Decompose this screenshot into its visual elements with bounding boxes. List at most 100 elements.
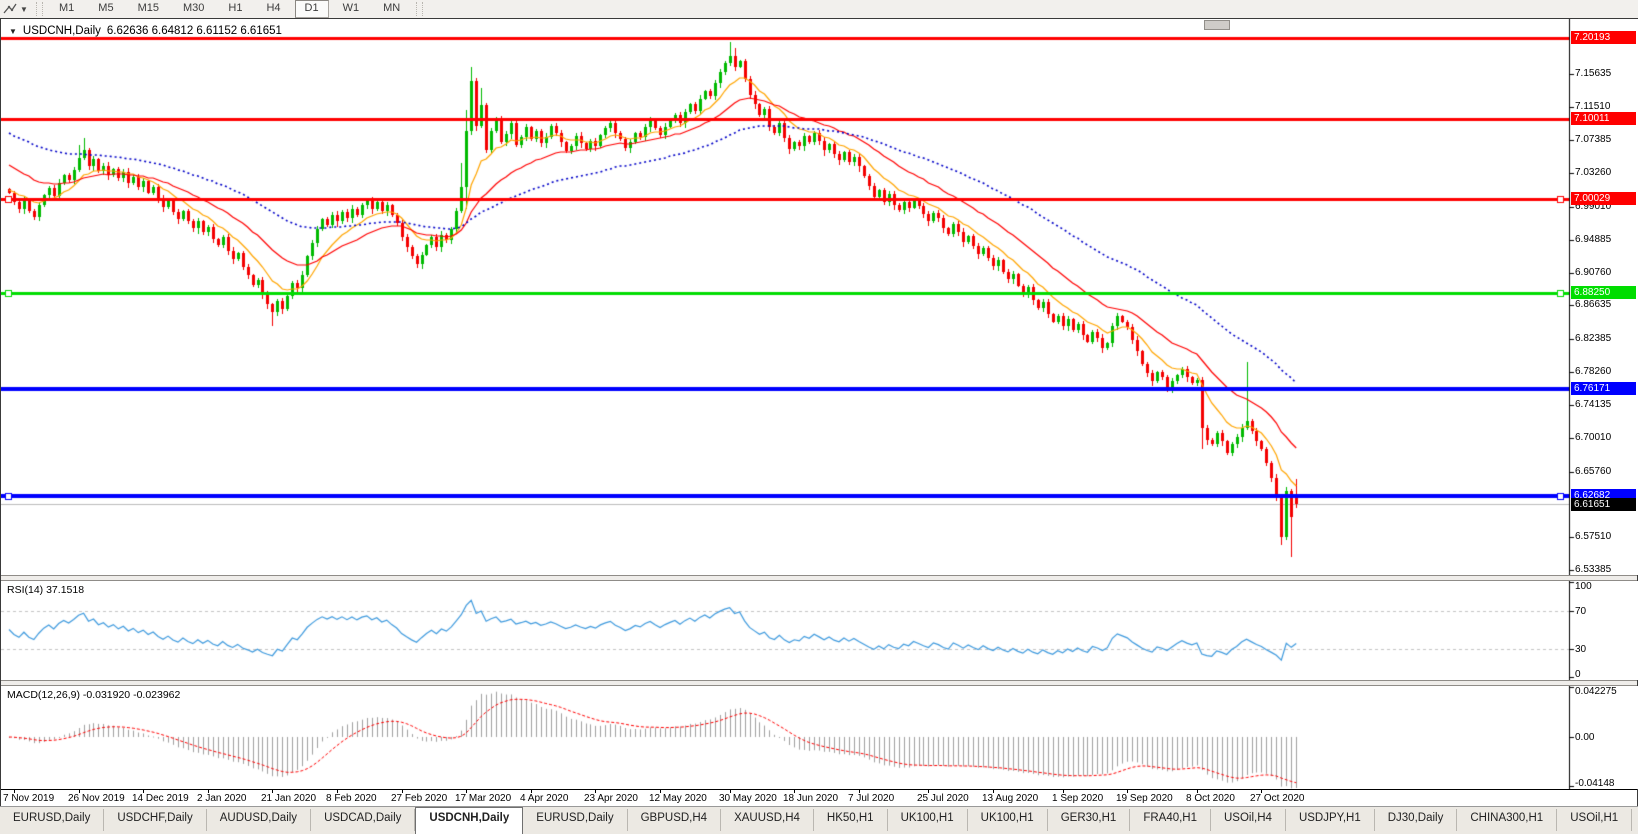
- date-label: 23 Apr 2020: [584, 793, 638, 804]
- timeframe-button-mn[interactable]: MN: [383, 2, 401, 14]
- price-tick-label: 6.94885: [1575, 234, 1612, 245]
- macd-axis[interactable]: 0.042275 0.00 -0.04148: [1571, 686, 1637, 789]
- chevron-down-icon[interactable]: ▼: [20, 4, 28, 14]
- time-tick-mark: [993, 790, 994, 793]
- price-level-badge: 6.76171: [1571, 382, 1636, 395]
- time-tick-mark: [1261, 790, 1262, 793]
- current-price-badge: 6.61651: [1571, 498, 1636, 511]
- timeframe-button-m1[interactable]: M1: [59, 2, 75, 14]
- rsi-tick-label: 0: [1575, 669, 1581, 680]
- timeframe-button-m15[interactable]: M15: [137, 2, 159, 14]
- price-level-badge: 7.00029: [1571, 192, 1636, 205]
- price-axis[interactable]: 7.15635 7.11510 7.07385 7.03260 6.99010 6.948…: [1571, 19, 1637, 575]
- rsi-label: RSI(14) 37.1518: [7, 584, 85, 596]
- price-tick-label: 7.03260: [1575, 167, 1612, 178]
- rsi-axis[interactable]: 100 70 30 0: [1571, 581, 1637, 680]
- chart-tab-ger30-h1[interactable]: GER30,H1: [1048, 809, 1131, 831]
- timeframe-button-d1[interactable]: D1: [294, 0, 329, 18]
- time-tick-mark: [402, 790, 403, 793]
- date-label: 14 Dec 2019: [132, 793, 189, 804]
- date-label: 25 Jul 2020: [917, 793, 969, 804]
- pane-separator[interactable]: [1, 680, 1637, 686]
- time-tick-mark: [208, 790, 209, 793]
- chart-tab-usdcad-daily[interactable]: USDCAD,Daily: [311, 809, 416, 831]
- price-tick-label: 6.53385: [1575, 564, 1612, 575]
- time-tick-mark: [466, 790, 467, 793]
- timeframe-button-h1[interactable]: H1: [228, 2, 243, 14]
- date-label: 27 Oct 2020: [1250, 793, 1305, 804]
- tab-scroll-arrows: ◂▸: [1632, 807, 1638, 825]
- macd-label: MACD(12,26,9) -0.031920 -0.023962: [7, 689, 181, 701]
- price-tick-label: 6.74135: [1575, 399, 1612, 410]
- date-label: 4 Apr 2020: [520, 793, 569, 804]
- chart-title[interactable]: ▼ USDCNH,Daily 6.62636 6.64812 6.61152 6…: [9, 25, 282, 37]
- chart-tab-usoil-h4[interactable]: USOil,H4: [1211, 809, 1286, 831]
- toolbar-grip: [416, 2, 424, 16]
- macd-canvas[interactable]: [1, 686, 1638, 789]
- price-tick-label: 7.15635: [1575, 68, 1612, 79]
- rsi-tick-label: 100: [1575, 581, 1592, 592]
- macd-tick-label: 0.00: [1575, 731, 1595, 743]
- time-tick-mark: [794, 790, 795, 793]
- price-level-badge: 7.20193: [1571, 31, 1636, 44]
- date-label: 7 Jul 2020: [848, 793, 895, 804]
- date-label: 19 Sep 2020: [1116, 793, 1173, 804]
- time-tick-mark: [595, 790, 596, 793]
- date-label: 8 Feb 2020: [326, 793, 377, 804]
- chart-window: ▼ USDCNH,Daily 6.62636 6.64812 6.61152 6…: [0, 18, 1638, 808]
- chart-tab-gbpusd-h4[interactable]: GBPUSD,H4: [628, 809, 722, 831]
- pane-separator[interactable]: [1, 575, 1637, 581]
- price-tick-label: 7.07385: [1575, 134, 1612, 145]
- chart-tab-dj30-daily[interactable]: DJ30,Daily: [1375, 809, 1458, 831]
- time-tick-mark: [1197, 790, 1198, 793]
- chart-tab-usoil-h1[interactable]: USOil,H1: [1557, 809, 1633, 831]
- chart-tab-uk100-h1[interactable]: UK100,H1: [888, 809, 968, 831]
- date-label: 7 Nov 2019: [3, 793, 55, 804]
- time-tick-mark: [928, 790, 929, 793]
- price-tick-label: 6.57510: [1575, 531, 1612, 542]
- time-tick-mark: [531, 790, 532, 793]
- chart-tab-eurusd-daily[interactable]: EURUSD,Daily: [523, 809, 628, 831]
- timeframe-button-m30[interactable]: M30: [182, 2, 205, 14]
- date-label: 30 May 2020: [719, 793, 777, 804]
- timeframe-button-h4[interactable]: H4: [266, 2, 281, 14]
- macd-tick-label: 0.042275: [1575, 686, 1617, 697]
- time-tick-mark: [337, 790, 338, 793]
- price-tick-label: 7.11510: [1575, 101, 1611, 112]
- chart-tab-eurusd-daily[interactable]: EURUSD,Daily: [0, 809, 105, 831]
- time-tick-mark: [1127, 790, 1128, 793]
- chart-tab-uk100-h1[interactable]: UK100,H1: [968, 809, 1048, 831]
- chart-tab-fra40-h1[interactable]: FRA40,H1: [1130, 809, 1211, 831]
- price-tick-label: 6.99010: [1575, 201, 1612, 212]
- timeframe-button-w1[interactable]: W1: [342, 2, 360, 14]
- price-chart-canvas[interactable]: [1, 19, 1638, 575]
- chart-tab-audusd-daily[interactable]: AUDUSD,Daily: [207, 809, 312, 831]
- time-tick-mark: [859, 790, 860, 793]
- timeframe-buttons: M1 M5 M15 M30 H1 H4 D1 W1 MN: [47, 0, 412, 18]
- price-tick-label: 6.90760: [1575, 267, 1612, 278]
- rsi-canvas[interactable]: [1, 581, 1638, 680]
- date-label: 1 Sep 2020: [1052, 793, 1104, 804]
- date-label: 8 Oct 2020: [1186, 793, 1235, 804]
- timeframe-button-m5[interactable]: M5: [98, 2, 114, 14]
- chart-tab-usdjpy-h1[interactable]: USDJPY,H1: [1286, 809, 1375, 831]
- collapse-triangle-icon[interactable]: ▼: [9, 27, 17, 36]
- date-label: 26 Nov 2019: [68, 793, 125, 804]
- price-pane: ▼ USDCNH,Daily 6.62636 6.64812 6.61152 6…: [1, 19, 1638, 575]
- date-label: 17 Mar 2020: [455, 793, 512, 804]
- chart-hscroll-thumb[interactable]: [1204, 20, 1230, 30]
- chart-tab-usdchf-daily[interactable]: USDCHF,Daily: [104, 809, 207, 831]
- macd-pane: MACD(12,26,9) -0.031920 -0.023962 0.0422…: [1, 686, 1638, 789]
- chart-tab-usdcnh-daily[interactable]: USDCNH,Daily: [415, 807, 524, 834]
- price-tick-label: 6.78260: [1575, 366, 1612, 377]
- chart-line-tool-icon[interactable]: [0, 1, 20, 17]
- time-axis[interactable]: 7 Nov 2019 26 Nov 2019 14 Dec 2019 2 Jan 20…: [1, 789, 1637, 808]
- price-level-badge: 7.10011: [1571, 112, 1636, 125]
- chart-tab-xauusd-h4[interactable]: XAUUSD,H4: [721, 809, 814, 831]
- date-label: 2 Jan 2020: [197, 793, 247, 804]
- time-tick-mark: [14, 790, 15, 793]
- chart-tab-hk50-h1[interactable]: HK50,H1: [814, 809, 888, 831]
- chart-tab-china300-h1[interactable]: CHINA300,H1: [1457, 809, 1558, 831]
- time-tick-mark: [660, 790, 661, 793]
- rsi-tick-label: 70: [1575, 605, 1587, 617]
